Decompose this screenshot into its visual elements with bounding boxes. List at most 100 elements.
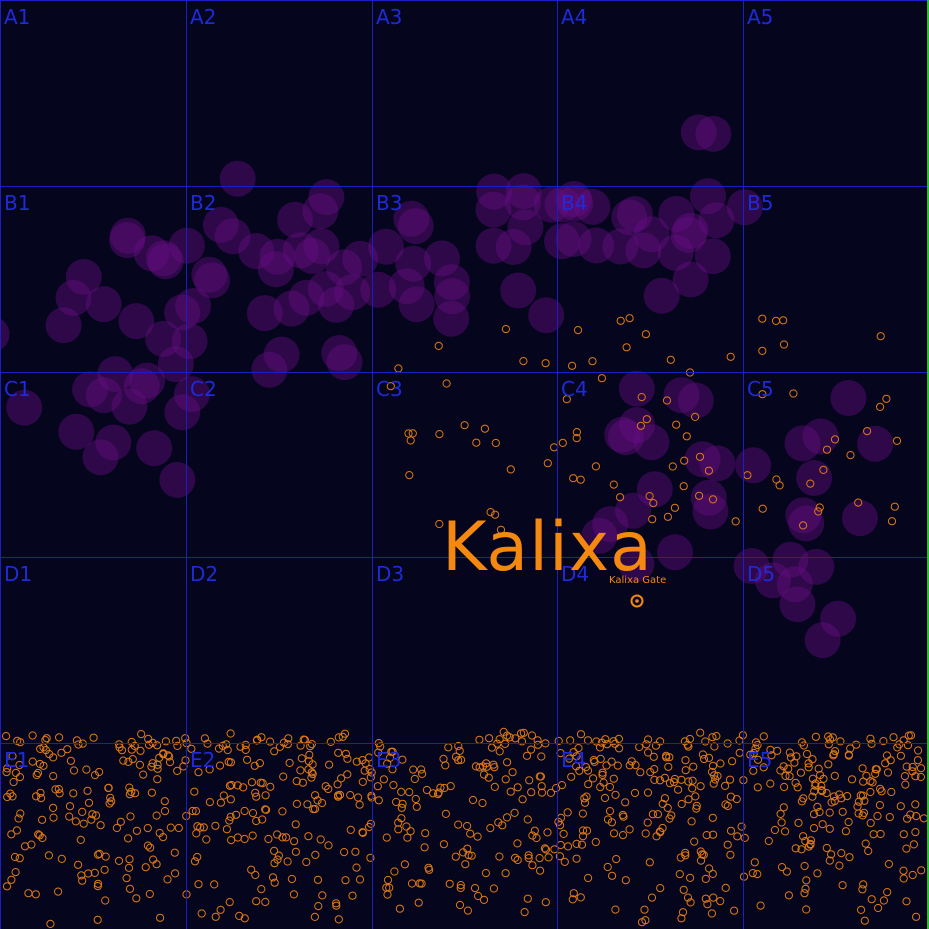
nebula-blob — [802, 418, 839, 455]
asteroid — [114, 856, 124, 866]
nebula-blob — [367, 228, 404, 265]
asteroid — [665, 814, 674, 823]
asteroid — [648, 810, 658, 819]
asteroid — [72, 736, 82, 745]
asteroid — [524, 854, 533, 863]
asteroid — [2, 768, 11, 777]
asteroid — [313, 796, 322, 805]
asteroid — [216, 905, 225, 914]
asteroid — [307, 740, 316, 749]
nebula-blob — [194, 262, 231, 299]
asteroid — [822, 445, 832, 454]
asteroid — [308, 760, 317, 769]
nebula-blob — [318, 286, 355, 323]
asteroid — [135, 760, 144, 770]
asteroid — [726, 352, 735, 361]
asteroid — [307, 773, 316, 782]
nebula-blob — [657, 534, 693, 571]
nebula-blob — [500, 272, 537, 309]
asteroid — [723, 840, 732, 849]
nebula-blob — [159, 461, 196, 498]
asteroid — [41, 746, 51, 755]
asteroid — [520, 908, 529, 917]
asteroid — [611, 905, 620, 914]
asteroid — [591, 837, 600, 847]
asteroid — [227, 780, 236, 790]
asteroid — [2, 732, 11, 741]
asteroid — [559, 829, 568, 839]
asteroid — [616, 493, 625, 502]
asteroid — [808, 792, 817, 801]
asteroid — [454, 756, 463, 765]
asteroid — [552, 784, 561, 793]
asteroid — [903, 741, 913, 750]
asteroid — [574, 744, 583, 753]
nebula-blob — [257, 251, 294, 288]
asteroid — [13, 736, 22, 746]
asteroid — [279, 738, 288, 747]
asteroid — [513, 783, 522, 792]
asteroid — [332, 899, 341, 908]
asteroid — [292, 799, 301, 809]
asteroid — [311, 791, 320, 800]
asteroid — [96, 821, 105, 830]
asteroid — [874, 903, 883, 913]
asteroid — [216, 798, 225, 807]
asteroid — [911, 828, 920, 837]
asteroid — [704, 466, 714, 475]
asteroid — [843, 792, 852, 801]
asteroid — [15, 773, 25, 782]
asteroid — [334, 915, 343, 924]
nebula-blob — [72, 371, 109, 408]
asteroid — [442, 379, 451, 388]
asteroid — [582, 826, 592, 835]
asteroid — [672, 420, 681, 429]
gate-marker[interactable] — [630, 594, 644, 608]
asteroid — [866, 777, 875, 786]
asteroid — [846, 451, 855, 460]
asteroid — [388, 747, 397, 756]
asteroid — [456, 881, 465, 890]
asteroid — [883, 888, 892, 897]
gate-label[interactable]: Kalixa Gate — [609, 575, 667, 586]
nebula-blob — [238, 233, 275, 270]
nebula-blob — [604, 416, 641, 453]
asteroid — [713, 771, 722, 781]
nebula-blob — [695, 115, 732, 152]
asteroid — [49, 803, 58, 813]
asteroid — [814, 507, 823, 516]
asteroid — [181, 734, 190, 743]
asteroid — [298, 778, 307, 787]
asteroid — [302, 857, 311, 867]
nebula-blob — [111, 388, 148, 425]
asteroid — [325, 760, 334, 769]
asteroid — [125, 884, 135, 893]
asteroid — [297, 754, 306, 763]
asteroid — [225, 781, 234, 790]
asteroid — [69, 789, 78, 798]
asteroid — [407, 879, 417, 888]
asteroid — [152, 860, 161, 869]
asteroid — [796, 768, 806, 777]
asteroid — [490, 782, 499, 792]
asteroid — [730, 906, 739, 915]
asteroid — [835, 790, 844, 799]
nebula-blob — [433, 300, 470, 337]
asteroid — [91, 811, 101, 820]
nebula-blob — [342, 240, 379, 277]
asteroid — [887, 787, 896, 797]
asteroid — [679, 482, 688, 491]
asteroid — [65, 802, 75, 811]
asteroid — [418, 769, 427, 779]
asteroid — [859, 808, 869, 818]
nebula-blob — [784, 425, 821, 462]
asteroid — [681, 848, 690, 857]
nebula-blob — [307, 271, 344, 307]
asteroid — [896, 751, 906, 760]
asteroid — [101, 896, 110, 905]
gate-icon[interactable] — [630, 594, 644, 608]
asteroid — [454, 820, 463, 829]
asteroid — [759, 732, 768, 741]
asteroid — [779, 803, 788, 812]
